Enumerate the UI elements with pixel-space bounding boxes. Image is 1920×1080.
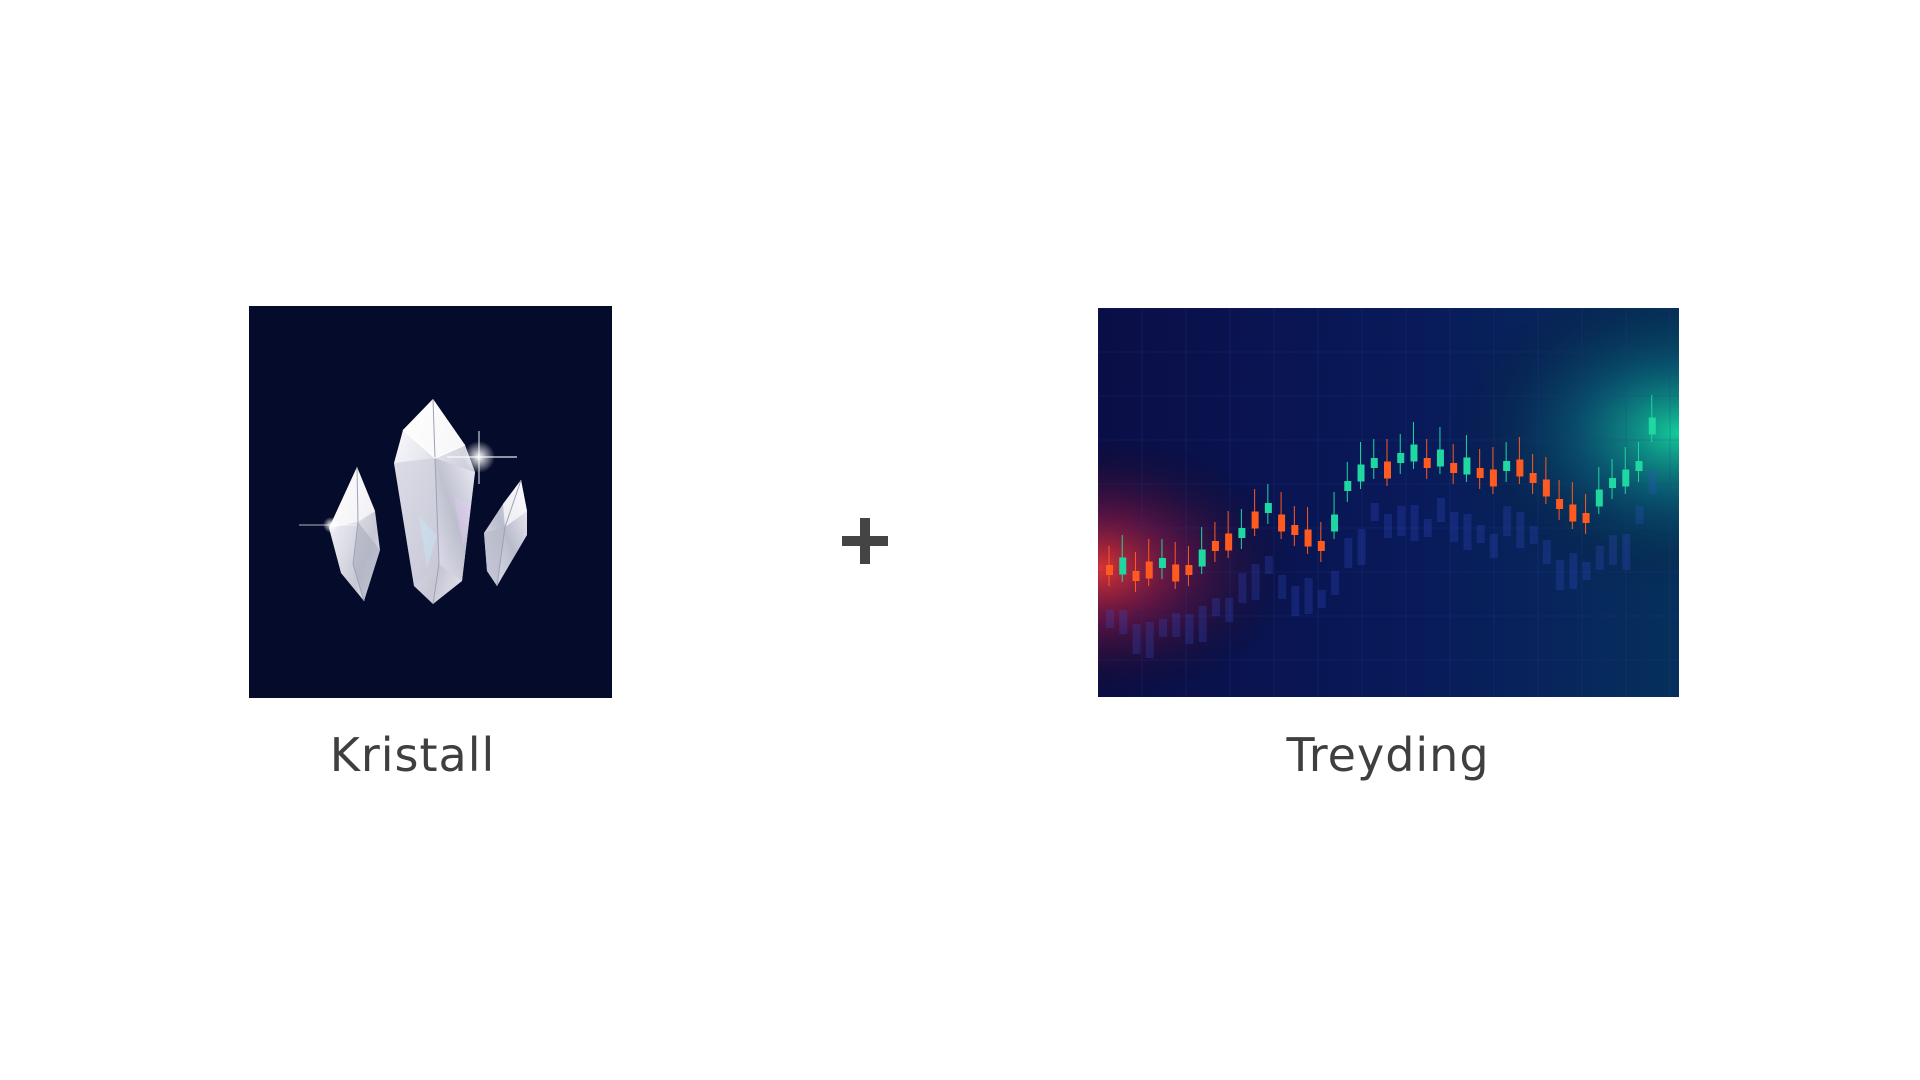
- candle-reflection: [1516, 512, 1525, 548]
- candle-body: [1635, 461, 1643, 471]
- candle-body: [1503, 461, 1511, 471]
- candle-body: [1291, 525, 1299, 535]
- candle-reflection: [1185, 614, 1194, 644]
- candle-reflection: [1595, 546, 1604, 570]
- candle-reflection: [1556, 560, 1565, 590]
- candle-reflection: [1384, 514, 1392, 538]
- candle-body: [1106, 565, 1113, 575]
- candle-reflection: [1225, 598, 1234, 622]
- crystal-image: [249, 306, 612, 698]
- candle-reflection: [1291, 586, 1300, 616]
- candle-body: [1609, 478, 1617, 488]
- candle-body: [1529, 473, 1537, 483]
- candle-body: [1648, 417, 1656, 435]
- candle-body: [1384, 461, 1391, 479]
- candle-body: [1211, 541, 1219, 551]
- candle-body: [1172, 564, 1180, 582]
- candle-body: [1463, 457, 1471, 475]
- candle-body: [1410, 444, 1418, 462]
- candle-body: [1251, 511, 1259, 529]
- candle-body: [1595, 489, 1603, 507]
- candle-reflection: [1344, 538, 1353, 568]
- candle-body: [1264, 503, 1272, 513]
- candle-reflection: [1450, 512, 1459, 542]
- sparkle-icon: [299, 431, 517, 533]
- candle-body: [1476, 468, 1484, 478]
- candle-reflection: [1251, 564, 1260, 600]
- crystal-cluster-icon: [299, 398, 527, 605]
- candle-reflection: [1357, 529, 1366, 565]
- candle-reflection: [1463, 514, 1472, 550]
- crystal-caption: Kristall: [329, 728, 496, 782]
- candle-body: [1238, 528, 1246, 538]
- candle-body: [1556, 499, 1564, 509]
- candle-body: [1132, 571, 1140, 581]
- candle-body: [1304, 529, 1312, 547]
- candle-body: [1278, 514, 1286, 532]
- candle-body: [1622, 469, 1630, 487]
- candle-reflection: [1436, 498, 1445, 522]
- candle-body: [1450, 463, 1458, 473]
- candle-reflection: [1278, 575, 1287, 599]
- candle-reflection: [1423, 519, 1432, 537]
- candle-reflection: [1410, 505, 1419, 541]
- trading-caption: Treyding: [1286, 728, 1490, 782]
- candle-body: [1317, 541, 1325, 551]
- candle-reflection: [1158, 619, 1167, 637]
- candle-reflection: [1476, 525, 1485, 543]
- candle-body: [1225, 533, 1233, 551]
- candle-body: [1185, 565, 1193, 575]
- candle-body: [1516, 459, 1524, 477]
- candle-body: [1423, 458, 1431, 468]
- candle-reflection: [1238, 573, 1247, 603]
- candle-reflection: [1542, 540, 1551, 564]
- candle-reflection: [1397, 506, 1406, 536]
- candle-reflection: [1106, 610, 1114, 628]
- candle-reflection: [1331, 571, 1340, 595]
- candle-reflection: [1211, 598, 1220, 616]
- candle-reflection: [1609, 535, 1618, 565]
- candle-reflection: [1635, 506, 1644, 524]
- candle-reflection: [1529, 526, 1538, 544]
- candle-reflection: [1132, 624, 1141, 654]
- plus-icon: [840, 516, 890, 566]
- candle-reflection: [1648, 470, 1657, 494]
- candle-body: [1331, 514, 1339, 532]
- candle-reflection: [1582, 562, 1591, 580]
- candle-reflection: [1317, 590, 1326, 608]
- candle-reflection: [1370, 503, 1379, 521]
- candle-reflection: [1172, 613, 1181, 637]
- candle-body: [1119, 557, 1127, 575]
- candle-body: [1569, 504, 1577, 522]
- candlestick-chart-icon: [1098, 308, 1679, 697]
- candle-body: [1357, 464, 1365, 482]
- candle-reflection: [1198, 606, 1207, 642]
- candle-body: [1145, 561, 1153, 579]
- candle-reflection: [1489, 534, 1498, 558]
- candle-body: [1542, 479, 1550, 497]
- candle-body: [1397, 453, 1405, 463]
- candle-reflection: [1503, 506, 1512, 536]
- candle-reflection: [1304, 578, 1313, 614]
- candle-body: [1436, 449, 1444, 467]
- candle-body: [1489, 469, 1497, 487]
- candle-reflection: [1569, 553, 1578, 589]
- candle-reflection: [1264, 556, 1273, 574]
- candle-body: [1344, 481, 1352, 491]
- candle-reflection: [1145, 622, 1154, 658]
- candle-reflection: [1119, 610, 1128, 634]
- trading-chart-image: [1098, 308, 1679, 697]
- candle-body: [1582, 513, 1590, 523]
- candle-body: [1158, 558, 1166, 568]
- candle-body: [1370, 458, 1378, 468]
- candle-reflection: [1622, 534, 1631, 570]
- candle-body: [1198, 549, 1206, 567]
